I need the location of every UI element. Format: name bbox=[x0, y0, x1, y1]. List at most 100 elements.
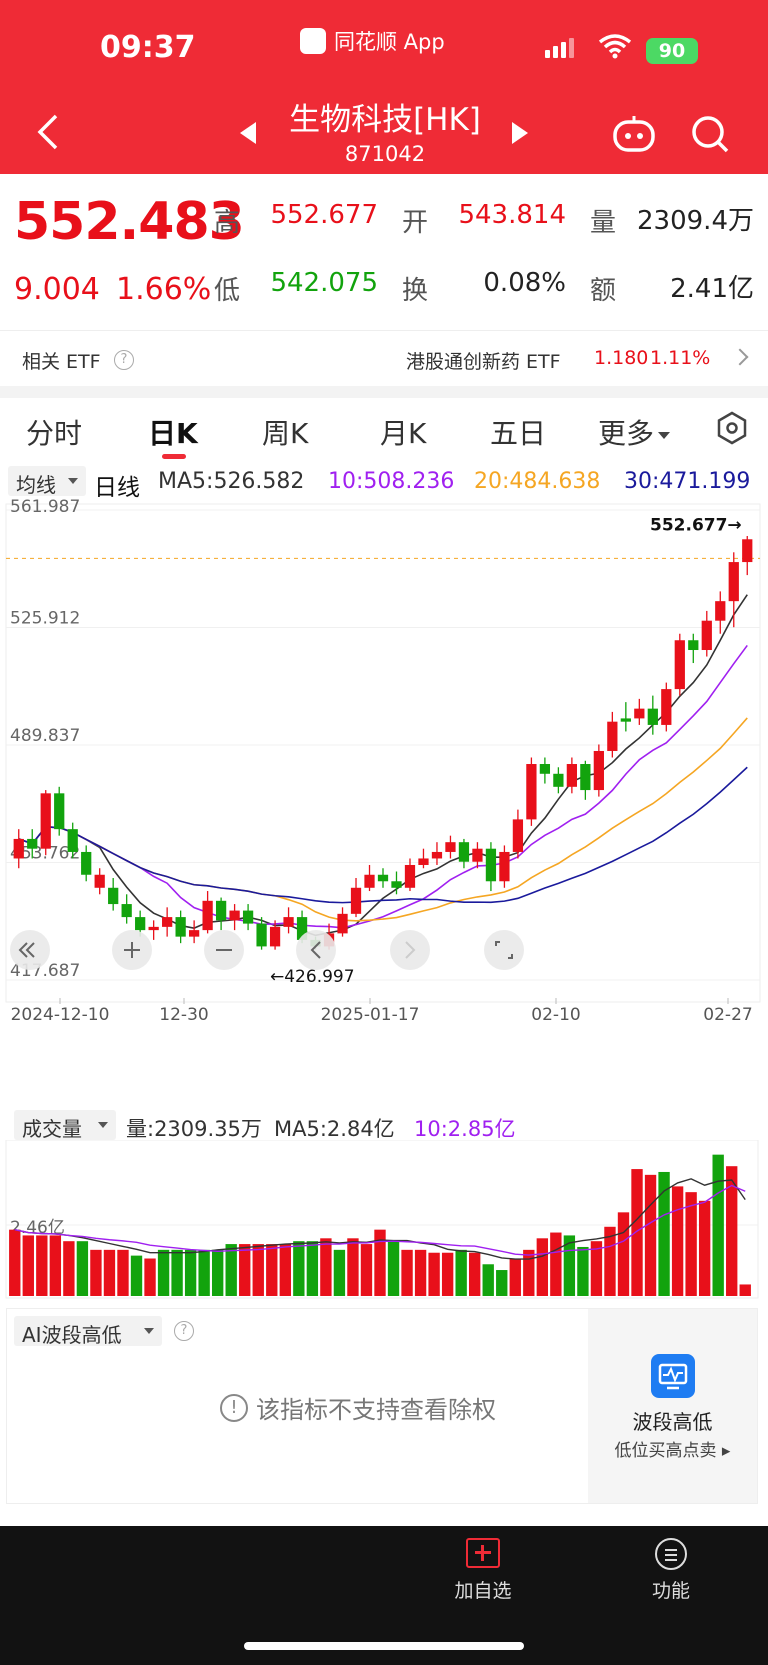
candle-body bbox=[162, 917, 173, 927]
robot-assistant-icon[interactable] bbox=[612, 114, 656, 154]
high-label: 高 bbox=[214, 208, 241, 238]
help-icon[interactable]: ? bbox=[114, 350, 134, 370]
volume-bar bbox=[130, 1255, 143, 1296]
caret-down-icon bbox=[98, 1122, 108, 1128]
candle-body bbox=[40, 793, 51, 849]
search-icon[interactable] bbox=[690, 114, 730, 154]
volume-bar bbox=[333, 1249, 346, 1296]
candle-body bbox=[701, 620, 712, 651]
candle-body bbox=[175, 917, 186, 937]
low-label: 低 bbox=[214, 276, 241, 306]
candle-body bbox=[499, 851, 510, 882]
volume-label: 量 bbox=[590, 208, 617, 238]
vol-current: 量:2309.35万 bbox=[126, 1117, 262, 1141]
x-tick-label: 02-27 bbox=[703, 1005, 752, 1025]
ma20-value: 20:484.638 bbox=[474, 469, 601, 494]
volume-bar bbox=[49, 1235, 62, 1296]
ai-indicator-selector[interactable]: AI波段高低 bbox=[14, 1316, 162, 1347]
help-icon[interactable]: ? bbox=[174, 1321, 194, 1341]
tab-monthly-k[interactable]: 月K bbox=[380, 417, 427, 450]
volume-bar bbox=[617, 1212, 630, 1296]
volume-bar bbox=[63, 1241, 75, 1296]
vol-ma5: MA5:2.84亿 bbox=[274, 1117, 395, 1141]
volume-bar bbox=[171, 1249, 183, 1296]
candlestick-chart[interactable]: 561.987525.912489.837453.762417.687552.6… bbox=[0, 498, 768, 1058]
candle-body bbox=[607, 721, 618, 751]
function-label[interactable]: 功能 bbox=[651, 1580, 690, 1602]
settings-icon[interactable] bbox=[714, 410, 750, 446]
period-tabs: 分时 日K 周K 月K 五日 更多 bbox=[0, 398, 768, 464]
wave-subtitle: 低位买高点卖 ▸ bbox=[614, 1441, 731, 1461]
candle-body bbox=[350, 887, 362, 914]
volume-bar bbox=[347, 1238, 359, 1296]
candle-body bbox=[661, 689, 672, 725]
add-watchlist-label[interactable]: 加自选 bbox=[454, 1580, 512, 1602]
volume-bar bbox=[90, 1249, 102, 1296]
ai-indicator-panel bbox=[6, 1308, 758, 1504]
candle-body bbox=[445, 842, 456, 852]
volume-bar bbox=[252, 1244, 264, 1296]
x-tick-label: 2025-01-17 bbox=[321, 1005, 420, 1025]
tab-intraday[interactable]: 分时 bbox=[26, 417, 83, 450]
plus-icon bbox=[124, 942, 140, 958]
candle-body bbox=[67, 829, 78, 852]
ma20-line bbox=[18, 717, 748, 922]
volume-bar bbox=[698, 1200, 711, 1296]
tab-more[interactable]: 更多 bbox=[598, 412, 671, 452]
ma5-line bbox=[18, 594, 748, 937]
prev-stock-icon[interactable] bbox=[240, 122, 256, 144]
volume-bar bbox=[225, 1244, 237, 1296]
candle-body bbox=[337, 913, 348, 934]
wave-title: 波段高低 bbox=[632, 1410, 713, 1434]
volume-bar bbox=[36, 1235, 48, 1296]
volume-selector[interactable]: 成交量 bbox=[14, 1110, 116, 1141]
zoom-back-icon[interactable] bbox=[10, 930, 50, 970]
scroll-right-icon[interactable] bbox=[390, 930, 430, 970]
candle-body bbox=[296, 917, 308, 940]
fullscreen-icon[interactable] bbox=[484, 930, 524, 970]
header-bar: 09:37 同花顺 App 90 生物科技[HK] 871042 bbox=[0, 0, 768, 174]
volume-selector-label: 成交量 bbox=[22, 1117, 82, 1141]
caret-down-icon bbox=[658, 431, 671, 439]
volume-bar bbox=[496, 1270, 508, 1296]
volume-chart[interactable]: 2.46亿 bbox=[0, 1140, 768, 1300]
candle-body bbox=[512, 819, 524, 852]
volume-bar bbox=[523, 1249, 535, 1296]
candle-body bbox=[148, 926, 159, 931]
status-time: 09:37 bbox=[100, 30, 196, 65]
volume-bar bbox=[658, 1171, 670, 1296]
next-stock-icon[interactable] bbox=[512, 122, 528, 144]
candle-body bbox=[472, 848, 483, 862]
ma-legend: 日线 MA5:526.582 10:508.236 20:484.638 30:… bbox=[0, 464, 768, 501]
tab-daily-k[interactable]: 日K bbox=[148, 417, 198, 450]
ma30-value: 30:471.199 bbox=[624, 469, 751, 494]
chevron-right-icon bbox=[405, 941, 416, 959]
volume-bar bbox=[604, 1226, 616, 1296]
candle-body bbox=[27, 838, 38, 849]
stock-code: 871042 bbox=[344, 142, 426, 166]
etf-name: 港股通创新药 ETF bbox=[406, 351, 561, 373]
candle-body bbox=[566, 764, 577, 787]
vol-ma5-line bbox=[14, 1178, 746, 1260]
candle-body bbox=[634, 708, 645, 719]
add-watchlist-icon[interactable] bbox=[466, 1538, 500, 1568]
tab-five-day[interactable]: 五日 bbox=[490, 417, 547, 450]
candle-body bbox=[715, 601, 726, 621]
wave-promo[interactable] bbox=[588, 1309, 757, 1503]
status-app: 同花顺 App bbox=[300, 26, 445, 56]
scroll-left-icon[interactable] bbox=[296, 930, 336, 970]
wave-subtitle-text: 低位买高点卖 bbox=[614, 1441, 717, 1461]
volume-bar bbox=[387, 1241, 400, 1296]
menu-icon[interactable] bbox=[655, 1538, 687, 1570]
ma10-value: 10:508.236 bbox=[328, 469, 455, 494]
y-tick-label: 489.837 bbox=[10, 726, 80, 746]
tab-weekly-k[interactable]: 周K bbox=[262, 417, 309, 450]
related-etf-row[interactable]: 相关 ETF ? 港股通创新药 ETF 1.180 1.11% bbox=[0, 330, 768, 386]
y-tick-label: 561.987 bbox=[10, 498, 80, 517]
volume-bar bbox=[198, 1249, 210, 1296]
candle-body bbox=[229, 910, 240, 921]
ma-selector[interactable]: 均线 bbox=[8, 466, 86, 497]
candle-body bbox=[13, 838, 24, 859]
back-icon[interactable] bbox=[34, 112, 62, 152]
candle-body bbox=[742, 539, 753, 563]
